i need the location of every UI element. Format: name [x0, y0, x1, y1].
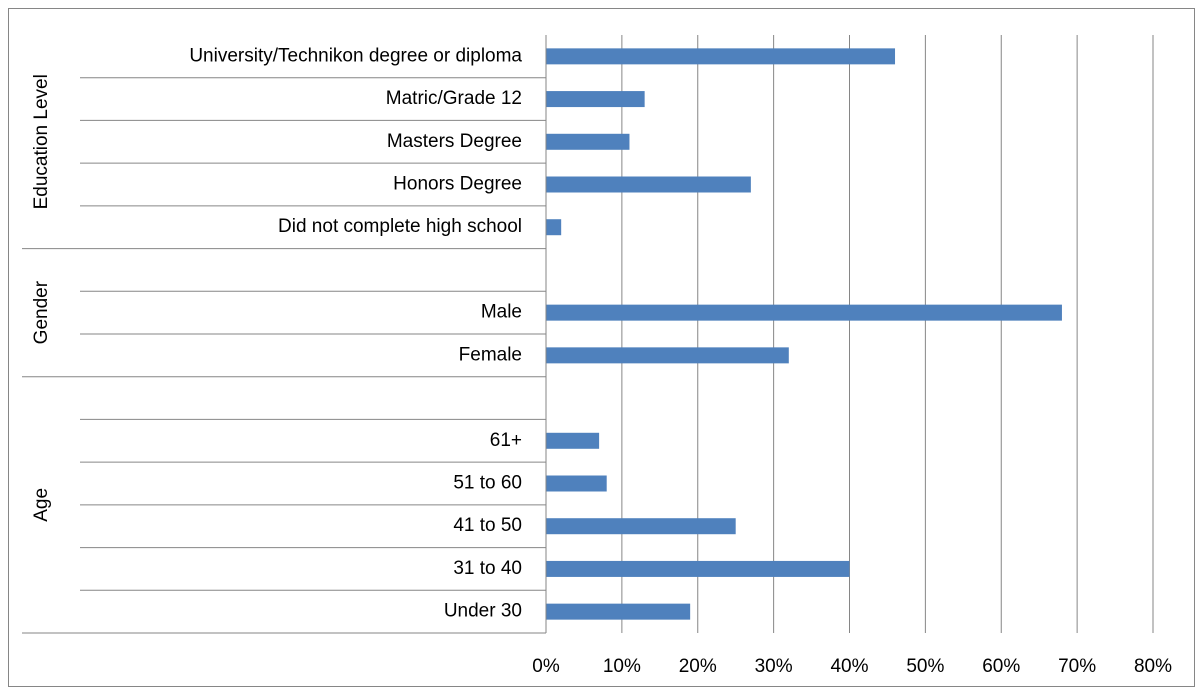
x-tick-label: 50%	[906, 656, 944, 677]
y-tick-label: Masters Degree	[387, 131, 522, 152]
bar	[546, 133, 630, 150]
bar	[546, 304, 1062, 321]
group-label: Gender	[31, 280, 52, 344]
y-tick-label: Female	[459, 344, 522, 365]
y-tick-label: 61+	[490, 430, 522, 451]
x-tick-label: 30%	[755, 656, 793, 677]
x-tick-label: 80%	[1134, 656, 1172, 677]
group-label: Age	[31, 488, 52, 522]
y-tick-label: University/Technikon degree or diploma	[189, 45, 522, 66]
x-tick-label: 10%	[603, 656, 641, 677]
bar	[546, 91, 645, 108]
y-tick-label: Honors Degree	[393, 174, 522, 195]
y-tick-label: Male	[481, 302, 522, 323]
y-tick-label: 31 to 40	[453, 558, 522, 579]
bar	[546, 475, 607, 492]
x-tick-label: 70%	[1058, 656, 1096, 677]
y-tick-label: Matric/Grade 12	[386, 88, 522, 109]
y-tick-label: Under 30	[444, 601, 522, 622]
bar	[546, 48, 896, 65]
bar	[546, 603, 691, 620]
group-label: Education Level	[31, 74, 52, 209]
bar	[546, 176, 751, 193]
bar	[546, 347, 789, 364]
bar	[546, 518, 736, 535]
bar	[546, 432, 600, 449]
x-tick-label: 60%	[982, 656, 1020, 677]
x-tick-label: 0%	[532, 656, 560, 677]
x-tick-label: 20%	[679, 656, 717, 677]
y-tick-label: Did not complete high school	[278, 216, 522, 237]
bar	[546, 219, 562, 236]
y-tick-label: 51 to 60	[453, 473, 522, 494]
y-tick-label: 41 to 50	[453, 515, 522, 536]
bar	[546, 560, 850, 577]
x-tick-label: 40%	[830, 656, 868, 677]
